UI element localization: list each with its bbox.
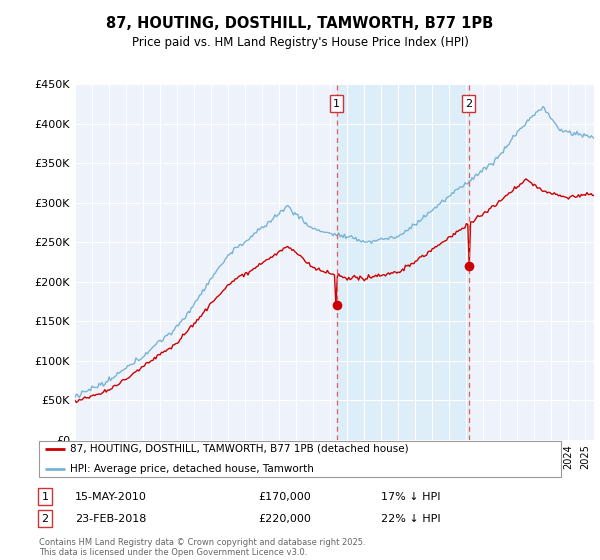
- Text: £170,000: £170,000: [258, 492, 311, 502]
- Text: 23-FEB-2018: 23-FEB-2018: [75, 514, 146, 524]
- Bar: [337, 84, 469, 440]
- Text: 2: 2: [41, 514, 49, 524]
- Text: 87, HOUTING, DOSTHILL, TAMWORTH, B77 1PB (detached house): 87, HOUTING, DOSTHILL, TAMWORTH, B77 1PB…: [70, 444, 408, 454]
- Text: £220,000: £220,000: [258, 514, 311, 524]
- Text: 1: 1: [41, 492, 49, 502]
- Text: Contains HM Land Registry data © Crown copyright and database right 2025.
This d: Contains HM Land Registry data © Crown c…: [39, 538, 365, 557]
- Text: 87, HOUTING, DOSTHILL, TAMWORTH, B77 1PB: 87, HOUTING, DOSTHILL, TAMWORTH, B77 1PB: [106, 16, 494, 31]
- Text: HPI: Average price, detached house, Tamworth: HPI: Average price, detached house, Tamw…: [70, 464, 313, 474]
- Text: 17% ↓ HPI: 17% ↓ HPI: [381, 492, 440, 502]
- Text: 15-MAY-2010: 15-MAY-2010: [75, 492, 147, 502]
- Text: 22% ↓ HPI: 22% ↓ HPI: [381, 514, 440, 524]
- Text: 2: 2: [465, 99, 472, 109]
- Text: Price paid vs. HM Land Registry's House Price Index (HPI): Price paid vs. HM Land Registry's House …: [131, 36, 469, 49]
- Text: 1: 1: [333, 99, 340, 109]
